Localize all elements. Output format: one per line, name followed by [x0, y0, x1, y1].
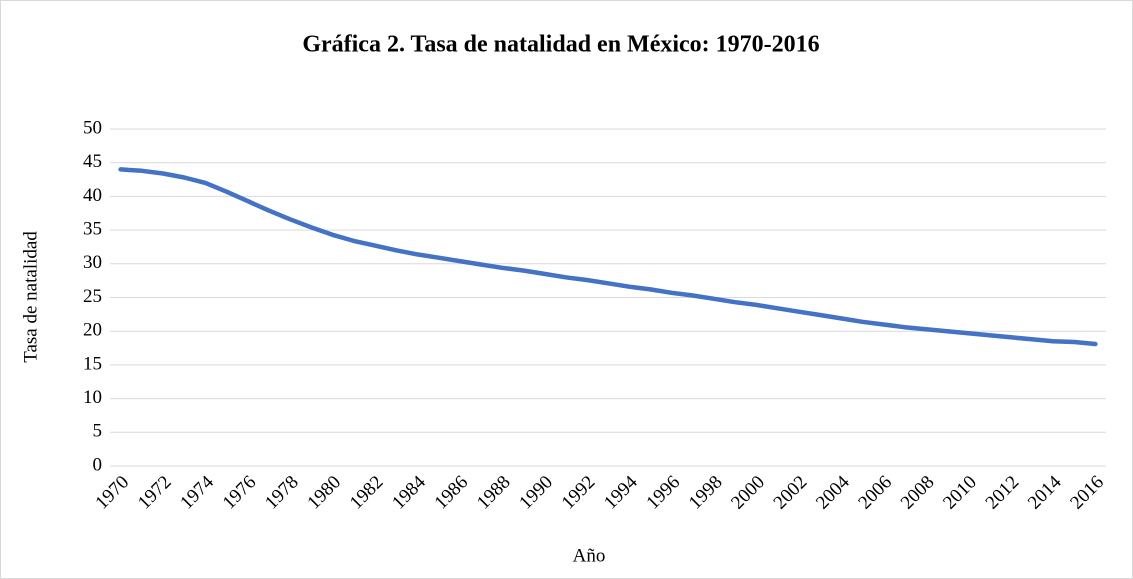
chart-title: Gráfica 2. Tasa de natalidad en México: …	[302, 32, 819, 58]
y-tick-label: 5	[93, 421, 103, 442]
y-tick-label: 50	[83, 117, 102, 138]
line-series	[118, 167, 1098, 347]
y-axis-label: Tasa de natalidad	[20, 231, 41, 363]
y-tick-label: 0	[93, 454, 103, 475]
y-tick-label: 15	[83, 353, 102, 374]
y-tick-label: 40	[83, 185, 102, 206]
y-tick-label: 25	[83, 286, 102, 307]
y-tick-label: 20	[83, 320, 102, 341]
y-tick-label: 30	[83, 252, 102, 273]
y-tick-label: 45	[83, 151, 102, 172]
y-tick-label: 35	[83, 218, 102, 239]
x-axis-label: Año	[573, 545, 606, 566]
y-tick-label: 10	[83, 387, 102, 408]
